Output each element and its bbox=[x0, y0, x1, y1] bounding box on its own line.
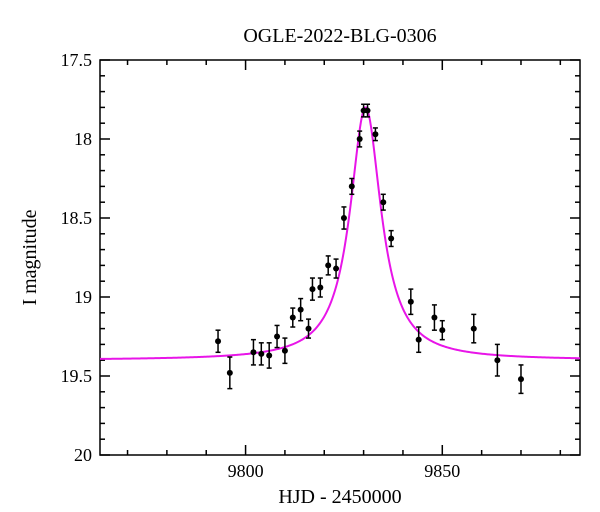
data-point bbox=[471, 326, 477, 332]
light-curve-chart: OGLE-2022-BLG-0306 9800 9850 17.5 18 18.5 19… bbox=[0, 0, 600, 512]
x-tick-label: 9850 bbox=[424, 461, 460, 481]
data-point bbox=[215, 338, 221, 344]
data-point bbox=[365, 108, 371, 114]
data-point bbox=[298, 307, 304, 313]
data-point bbox=[309, 286, 315, 292]
y-axis-label: I magnitude bbox=[19, 209, 41, 305]
data-points bbox=[215, 108, 524, 383]
x-ticks: 9800 9850 bbox=[128, 60, 561, 481]
data-point bbox=[258, 351, 264, 357]
y-tick-label: 18 bbox=[74, 129, 92, 149]
data-point bbox=[306, 326, 312, 332]
data-point bbox=[388, 236, 394, 242]
y-tick-label: 17.5 bbox=[61, 50, 93, 70]
data-point bbox=[439, 327, 445, 333]
y-ticks: 17.5 18 18.5 19 19.5 20 bbox=[61, 50, 581, 465]
data-point bbox=[341, 215, 347, 221]
y-tick-label: 18.5 bbox=[61, 208, 93, 228]
error-bars bbox=[216, 104, 524, 393]
data-point bbox=[250, 349, 256, 355]
data-point bbox=[333, 266, 339, 272]
chart-title: OGLE-2022-BLG-0306 bbox=[243, 25, 436, 47]
axes-frame bbox=[100, 60, 580, 455]
data-point bbox=[227, 370, 233, 376]
data-point bbox=[357, 136, 363, 142]
x-tick-label: 9800 bbox=[228, 461, 264, 481]
y-tick-label: 19.5 bbox=[61, 366, 93, 386]
data-point bbox=[325, 262, 331, 268]
data-point bbox=[380, 199, 386, 205]
data-point bbox=[416, 337, 422, 343]
data-point bbox=[408, 299, 414, 305]
data-point bbox=[290, 315, 296, 321]
y-tick-label: 19 bbox=[74, 287, 92, 307]
data-point bbox=[431, 315, 437, 321]
model-curve bbox=[100, 108, 580, 359]
data-point bbox=[274, 334, 280, 340]
data-point bbox=[282, 348, 288, 354]
data-point bbox=[518, 376, 524, 382]
data-point bbox=[494, 357, 500, 363]
data-point bbox=[266, 352, 272, 358]
x-axis-label: HJD - 2450000 bbox=[278, 486, 401, 508]
data-point bbox=[372, 131, 378, 137]
data-point bbox=[349, 183, 355, 189]
y-tick-label: 20 bbox=[74, 445, 92, 465]
data-point bbox=[317, 285, 323, 291]
